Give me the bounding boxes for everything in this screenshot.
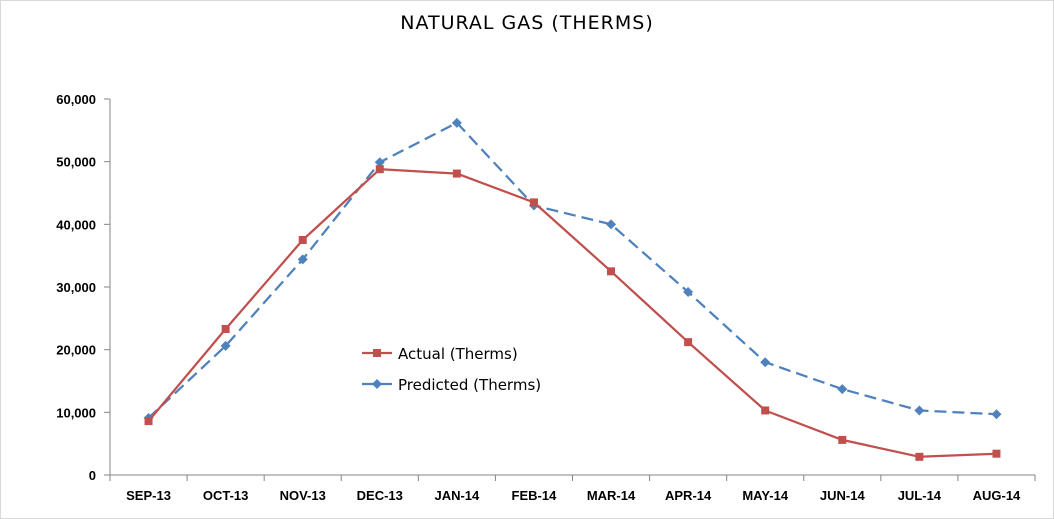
data-point	[529, 198, 538, 207]
x-tick-label: OCT-13	[203, 488, 249, 503]
x-tick-label: DEC-13	[357, 488, 403, 503]
series-layer	[143, 117, 1002, 461]
x-tick-label: AUG-14	[973, 488, 1021, 503]
data-point	[761, 406, 770, 415]
data-point	[297, 254, 308, 265]
y-tick-label: 60,000	[56, 92, 96, 107]
data-point	[991, 409, 1002, 420]
data-point	[452, 169, 461, 178]
y-tick-label: 0	[89, 468, 96, 483]
data-point	[375, 165, 384, 174]
series-actual	[144, 165, 1001, 461]
data-point	[144, 417, 153, 426]
series-line	[147, 168, 997, 458]
x-tick-label: NOV-13	[280, 488, 326, 503]
x-tick-label: FEB-14	[512, 488, 558, 503]
y-tick-label: 10,000	[56, 405, 96, 420]
data-point	[838, 435, 847, 444]
data-point	[607, 267, 616, 276]
legend-item: Predicted (Therms)	[362, 376, 541, 394]
legend-swatch-marker	[373, 349, 381, 357]
x-tick-label: JUN-14	[820, 488, 866, 503]
data-point	[606, 219, 617, 230]
data-point	[374, 157, 385, 168]
series-line	[147, 121, 997, 419]
legend-item: Actual (Therms)	[362, 345, 518, 363]
data-point	[221, 324, 230, 333]
legend-label: Predicted (Therms)	[398, 376, 541, 394]
x-tick-label: JAN-14	[434, 488, 480, 503]
data-point	[298, 236, 307, 244]
data-point	[914, 405, 925, 416]
data-point	[837, 384, 848, 395]
x-tick-label: MAY-14	[742, 488, 789, 503]
data-point	[451, 117, 462, 128]
data-point	[684, 338, 693, 347]
series-predicted	[143, 117, 1002, 423]
data-point	[683, 287, 694, 298]
axes: 0 10,000 20,000 30,000 40,000 50,000 60,000 SEP…	[56, 92, 1036, 503]
y-tick-label: 20,000	[56, 343, 96, 358]
chart-title: NATURAL GAS (THERMS)	[400, 12, 654, 34]
x-tick-label: SEP-13	[126, 488, 171, 503]
x-tick-label: JUL-14	[898, 488, 942, 503]
y-tick-label: 50,000	[56, 155, 96, 170]
legend-swatch-marker	[372, 379, 382, 389]
legend: Actual (Therms) Predicted (Therms)	[362, 345, 541, 394]
y-tick-label: 40,000	[56, 217, 96, 232]
data-point	[915, 452, 924, 461]
data-point	[760, 357, 771, 368]
x-tick-label: APR-14	[665, 488, 712, 503]
data-point	[220, 340, 231, 351]
legend-label: Actual (Therms)	[398, 345, 518, 363]
y-tick-label: 30,000	[56, 280, 96, 295]
data-point	[992, 449, 1001, 458]
x-tick-label: MAR-14	[587, 488, 636, 503]
